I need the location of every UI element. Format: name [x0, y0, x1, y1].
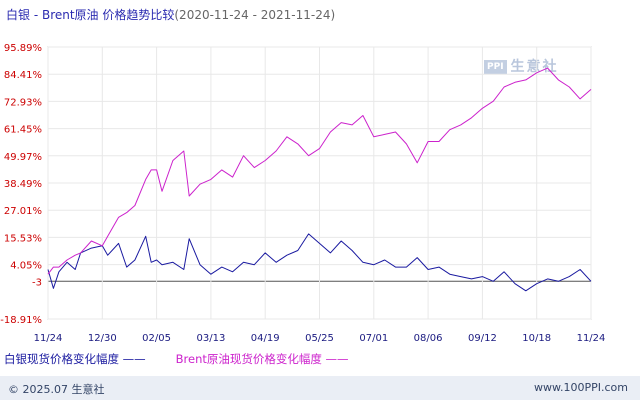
footer: © 2025.07 生意社 www.100PPI.com: [0, 376, 640, 400]
y-tick-label: 15.53%: [4, 233, 42, 244]
legend-silver: 白银现货价格变化幅度 ——: [4, 352, 146, 366]
x-tick-label: 11/24: [577, 333, 606, 344]
x-tick-label: 11/24: [34, 333, 63, 344]
x-tick-label: 12/30: [88, 333, 117, 344]
grid-lines: [47, 46, 592, 320]
y-tick-label: 38.49%: [4, 179, 42, 190]
chart-title: 白银 - Brent原油 价格趋势比较(2020-11-24 - 2021-11…: [6, 6, 335, 23]
y-tick-label: 49.97%: [4, 152, 42, 163]
x-tick-label: 07/01: [359, 333, 388, 344]
x-axis: 11/24 12/30 02/05 03/13 04/19 05/25 07/01 08/06…: [34, 333, 606, 344]
watermark-text: 生意社: [510, 59, 559, 75]
chart-title-text: 白银 - Brent原油 价格趋势比较: [6, 8, 175, 22]
x-tick-label: 05/25: [305, 333, 334, 344]
y-axis: 95.89% 84.41% 72.93% 61.45% 49.97% 38.49% 27.0…: [0, 43, 42, 326]
ppi-logo-icon: PPI: [484, 60, 507, 74]
y-tick-label: 4.05%: [10, 261, 42, 272]
legend-brent: Brent原油现货价格变化幅度 ——: [175, 352, 349, 366]
x-tick-label: 04/19: [251, 333, 280, 344]
series-line-silver: [47, 233, 592, 292]
date-range: (2020-11-24 - 2021-11-24): [174, 8, 336, 22]
site-link[interactable]: www.100PPI.com: [534, 381, 628, 394]
watermark: PPI 生意社: [484, 56, 559, 76]
series-lines: [47, 67, 592, 292]
x-tick-label: 08/06: [414, 333, 443, 344]
legend: 白银现货价格变化幅度 —— Brent原油现货价格变化幅度 ——: [4, 351, 349, 367]
y-tick-label: 61.45%: [4, 125, 42, 136]
x-tick-label: 02/05: [142, 333, 171, 344]
y-tick-label: 27.01%: [4, 206, 42, 217]
y-tick-label: 84.41%: [4, 70, 42, 81]
y-tick-label: -3: [32, 277, 42, 288]
y-tick-label: 95.89%: [4, 43, 42, 54]
copyright-text: © 2025.07 生意社: [8, 383, 105, 396]
y-tick-label: -18.91%: [0, 315, 42, 326]
series-line-brent: [47, 67, 592, 275]
x-tick-label: 10/18: [522, 333, 551, 344]
x-tick-label: 09/12: [468, 333, 497, 344]
line-chart: 95.89% 84.41% 72.93% 61.45% 49.97% 38.49% 27.0…: [0, 43, 606, 344]
y-tick-label: 72.93%: [4, 97, 42, 108]
x-tick-label: 03/13: [196, 333, 225, 344]
